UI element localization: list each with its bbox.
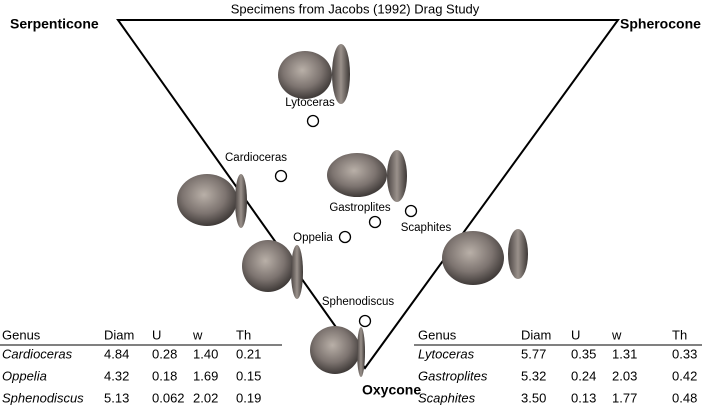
value-cell: 0.24	[571, 368, 596, 383]
value-cell: 0.21	[236, 346, 261, 361]
value-cell: 0.42	[672, 368, 697, 383]
genus-cell: Sphenodiscus	[2, 390, 84, 405]
specimen-label: Scaphites	[401, 222, 452, 234]
table-header: Genus	[2, 327, 41, 342]
fossil-images	[177, 44, 528, 377]
value-cell: 1.40	[193, 346, 218, 361]
value-cell: 2.03	[612, 368, 637, 383]
value-cell: 0.18	[152, 368, 177, 383]
value-cell: 0.33	[672, 346, 697, 361]
value-cell: 4.84	[104, 346, 129, 361]
value-cell: 5.32	[521, 368, 546, 383]
table-header: Th	[672, 327, 687, 342]
genus-cell: Oppelia	[2, 368, 47, 383]
value-cell: 0.13	[571, 390, 596, 405]
table-header: w	[611, 327, 622, 342]
vertex-label: Spherocone	[620, 16, 701, 32]
genus-cell: Lytoceras	[418, 346, 475, 361]
specimen-label: Cardioceras	[225, 152, 287, 164]
value-cell: 1.31	[612, 346, 637, 361]
specimen-points	[274, 114, 418, 328]
value-cell: 5.77	[521, 346, 546, 361]
value-cell: 3.50	[521, 390, 546, 405]
value-cell: 4.32	[104, 368, 129, 383]
value-cell: 0.28	[152, 346, 177, 361]
table-header: Diam	[521, 327, 551, 342]
value-cell: 2.02	[193, 390, 218, 405]
genus-cell: Cardioceras	[2, 346, 73, 361]
specimen-label: Oppelia	[293, 232, 333, 244]
title: Specimens from Jacobs (1992) Drag Study	[231, 1, 480, 16]
table-header: U	[571, 327, 580, 342]
value-cell: 1.77	[612, 390, 637, 405]
vertex-label: Serpenticone	[10, 16, 99, 32]
genus-cell: Gastroplites	[418, 368, 488, 383]
specimen-label: Gastroplites	[329, 202, 391, 214]
value-cell: 5.13	[104, 390, 129, 405]
table-header: Th	[236, 327, 251, 342]
value-cell: 0.19	[236, 390, 261, 405]
specimen-label: Lytoceras	[285, 97, 335, 109]
specimen-label: Sphenodiscus	[322, 296, 394, 308]
table-header: Genus	[418, 327, 457, 342]
vertex-label: Oxycone	[362, 382, 421, 398]
genus-cell: Scaphites	[418, 390, 476, 405]
value-cell: 0.48	[672, 390, 697, 405]
value-cell: 0.35	[571, 346, 596, 361]
value-cell: 1.69	[193, 368, 218, 383]
value-cell: 0.062	[152, 390, 185, 405]
value-cell: 0.15	[236, 368, 261, 383]
table-header: U	[152, 327, 161, 342]
table-header: Diam	[104, 327, 134, 342]
table-header: w	[192, 327, 203, 342]
